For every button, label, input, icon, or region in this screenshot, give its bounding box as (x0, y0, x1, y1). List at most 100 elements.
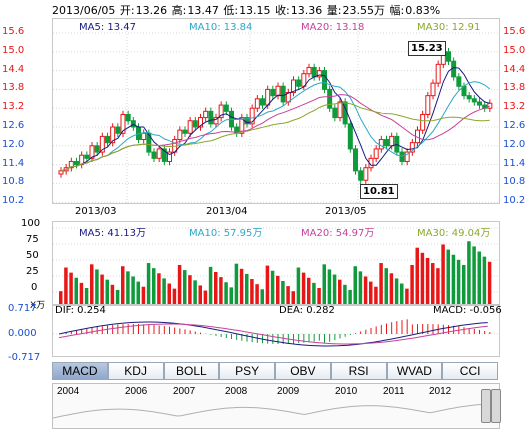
date-label-mar: 2013/03 (75, 206, 117, 217)
price-tick-left: 10.8 (2, 176, 25, 188)
volume-bar (115, 289, 120, 304)
price-tick-left: 15.6 (2, 26, 25, 37)
tab-macd[interactable]: MACD (52, 362, 108, 380)
candle (208, 107, 214, 128)
candle (446, 48, 451, 65)
low-label: 低: (223, 4, 239, 17)
timeline-year-label: 2009 (277, 386, 300, 397)
low-value: 13.15 (239, 4, 271, 17)
volume-bar (487, 261, 492, 304)
tab-boll[interactable]: BOLL (163, 362, 220, 380)
timeline-year-label: 2008 (225, 386, 248, 397)
volume-bar (177, 264, 182, 304)
timeline-year-label: 2011 (383, 386, 405, 397)
volume-value: 23.55万 (342, 4, 386, 17)
tab-wvad[interactable]: WVAD (386, 362, 443, 380)
volume-bar (265, 265, 270, 304)
candle (280, 82, 286, 106)
volume-bar (208, 266, 213, 304)
volume-bar (59, 291, 63, 304)
volume-bar (410, 264, 414, 304)
candle (487, 99, 493, 112)
ma30-legend: MA30: 12.91 (417, 22, 481, 33)
dif-line (58, 321, 488, 347)
volume-bar (477, 251, 481, 304)
price-tick-left: 11.4 (2, 157, 25, 169)
tab-kdj[interactable]: KDJ (107, 362, 164, 380)
timeline-navigator[interactable]: 2004 2006 2007 2008 2009 2010 2011 2012 (52, 383, 501, 429)
tab-cci[interactable]: CCI (442, 362, 498, 380)
volume-bar (69, 272, 73, 304)
candle (151, 148, 157, 163)
volume-bar (219, 277, 223, 304)
ma10-line (60, 81, 491, 172)
volume-bar (198, 285, 202, 304)
range-handle-left[interactable] (481, 389, 491, 423)
price-tick-right: 15.6 (503, 26, 526, 37)
tab-obv[interactable]: OBV (275, 362, 331, 380)
volume-bar (384, 268, 388, 304)
volume-tick: 100 (21, 218, 41, 229)
price-tick-right: 13.8 (503, 82, 526, 94)
candle (213, 113, 219, 128)
volume-bar (74, 277, 78, 304)
volume-bar (431, 263, 435, 304)
candle (177, 126, 183, 144)
tab-psy[interactable]: PSY (219, 362, 275, 380)
volume-bar (64, 267, 68, 304)
timeline-year-label: 2012 (429, 386, 452, 397)
volume-bar (369, 281, 373, 304)
candle (125, 110, 131, 125)
timeline-year-label: 2007 (173, 386, 196, 397)
volume-bar (301, 272, 306, 304)
timeline-sparkline (53, 403, 494, 419)
volume-bar (374, 286, 378, 304)
candle (234, 123, 240, 138)
candle (316, 66, 322, 81)
volume-panel[interactable]: MA5: 41.13万 MA10: 57.95万 MA20: 54.97万 MA… (52, 221, 500, 305)
volume-bar (276, 275, 280, 304)
volume-bar (193, 280, 197, 304)
high-value: 13.47 (187, 4, 219, 17)
candle (203, 107, 209, 122)
volume-bar (255, 284, 259, 304)
volume-bar (152, 268, 156, 304)
volume-bar (286, 286, 290, 304)
volume-bar (307, 277, 311, 304)
ma30-line (60, 102, 490, 172)
candle (471, 95, 477, 106)
volume-bar (79, 282, 84, 304)
candle (332, 104, 338, 122)
candlestick-panel[interactable]: MA5: 13.47 MA10: 13.84 MA20: 13.18 MA30:… (52, 18, 500, 204)
tab-rsi[interactable]: RSI (330, 362, 387, 380)
candle (353, 145, 358, 175)
volume-bar (110, 284, 115, 304)
candle (141, 129, 147, 144)
volume-bar (126, 271, 130, 304)
price-tick-right: 14.4 (503, 63, 526, 75)
high-label: 高: (171, 4, 187, 17)
volume-bar (131, 276, 135, 304)
volume-bar (291, 291, 295, 304)
candle (115, 123, 121, 138)
candle (198, 113, 203, 131)
candle (425, 91, 431, 119)
vol-ma10-legend: MA10: 57.95万 (189, 228, 263, 239)
candle (94, 142, 100, 156)
candle (404, 148, 410, 166)
range-handle-right[interactable] (491, 389, 501, 423)
volume-bar (322, 264, 326, 304)
candle (322, 66, 327, 94)
volume-tick: 50 (26, 250, 39, 261)
candle (120, 110, 126, 138)
volume-bar (312, 282, 316, 304)
candle (254, 95, 260, 112)
candle (161, 145, 167, 166)
vol-ma30-legend: MA30: 49.04万 (417, 228, 491, 239)
volume-tick: 0 (31, 282, 38, 293)
volume-bar (100, 274, 104, 304)
volume-bar (420, 252, 425, 304)
close-label: 收: (275, 4, 290, 17)
macd-panel[interactable]: DIF: 0.254 DEA: 0.282 MACD: -0.056 (52, 305, 502, 357)
candlestick-chart (53, 19, 499, 203)
